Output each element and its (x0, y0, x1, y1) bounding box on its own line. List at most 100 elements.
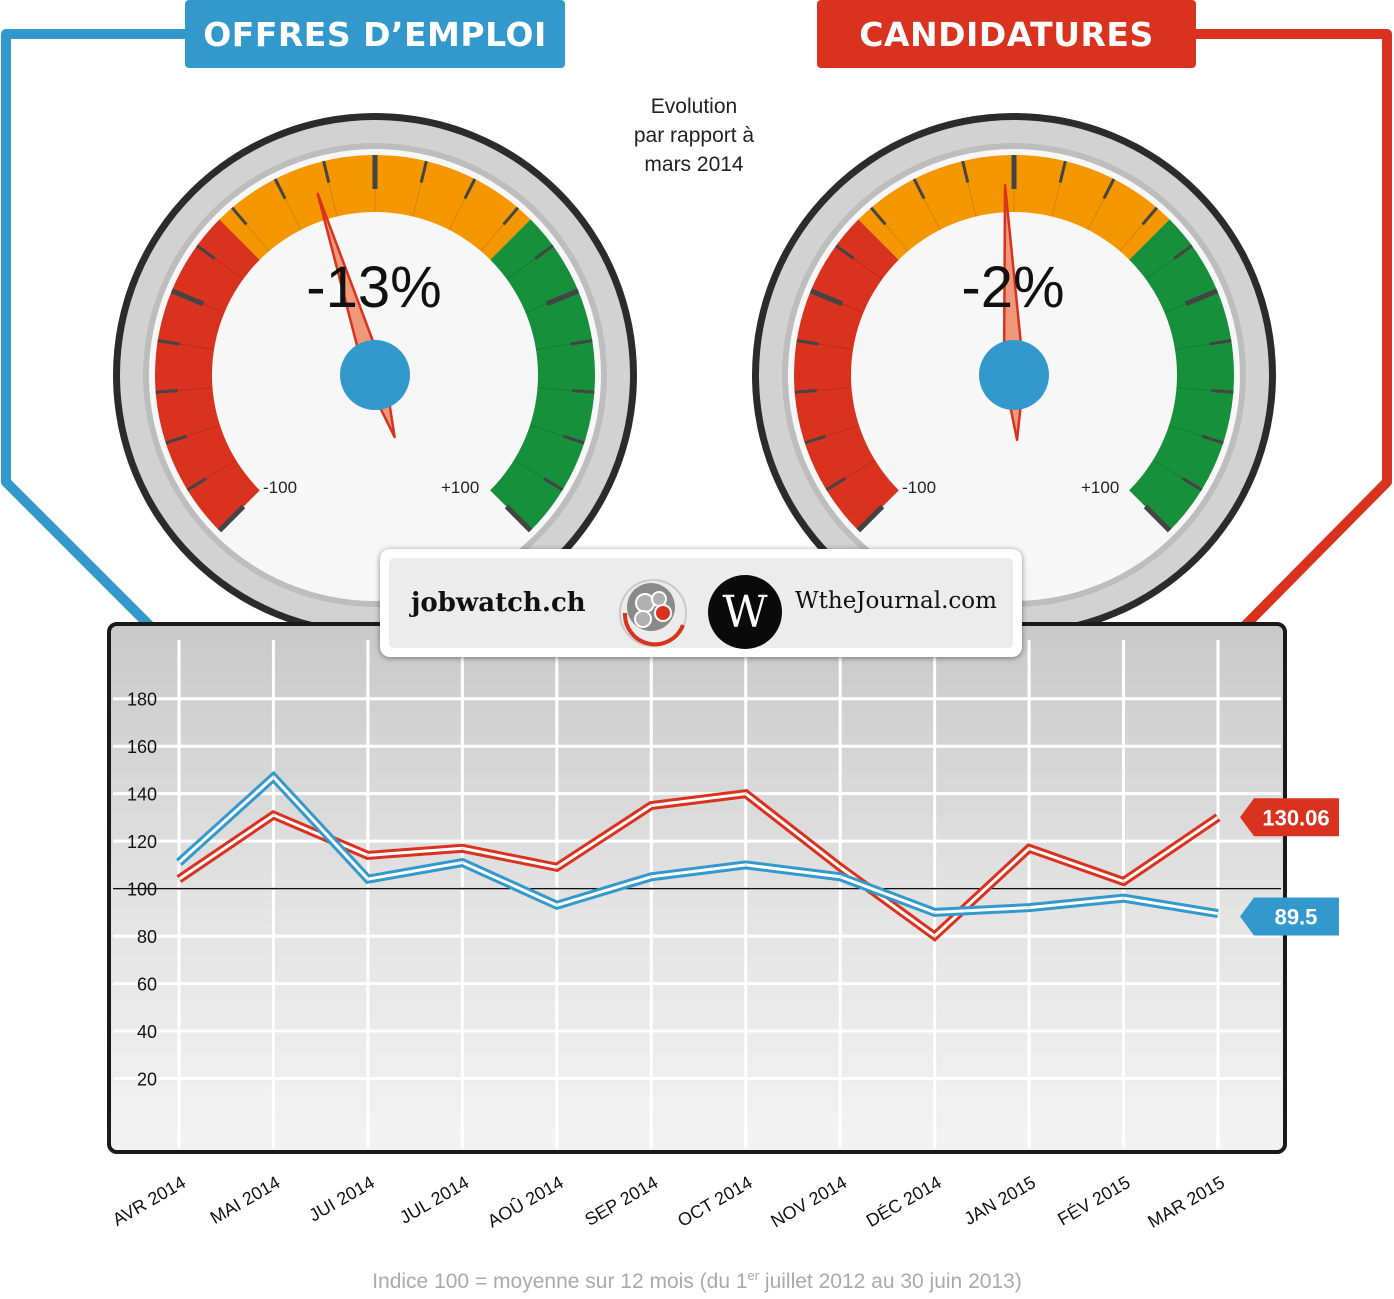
gauge-left-tick (322, 160, 331, 183)
data-point-candidatures (178, 878, 180, 880)
y-tick-label: 40 (137, 1022, 157, 1042)
gauge-left-tick (504, 504, 533, 533)
gauge-right-tick (1141, 206, 1159, 226)
gauge-right-tick (1211, 389, 1234, 394)
data-point-candidatures (1028, 847, 1030, 849)
y-tick-label: 80 (137, 927, 157, 947)
chart-series (175, 770, 1221, 942)
end-badge-candidatures-label: 130.06 (1262, 805, 1329, 830)
gauge-right-tick (1184, 288, 1219, 307)
gauge-right-tick (1173, 244, 1193, 260)
title-candidatures: CANDIDATURES (817, 0, 1196, 68)
gauge-left-tick (170, 288, 205, 307)
gauge-left-tick (502, 206, 520, 226)
gauge-right-tick (1102, 178, 1116, 200)
x-tick-label: OCT 2014 (674, 1172, 756, 1231)
logo-banner: jobwatch.ch W WtheJournal.com (380, 549, 1022, 657)
gauge-right-tick (809, 288, 844, 307)
gauge-right-orange-zone (858, 155, 1170, 260)
gauge-left-value: -13% (306, 255, 442, 320)
y-tick-label: 60 (137, 975, 157, 995)
gauge-left-tick (534, 244, 554, 260)
x-tick-label: MAI 2014 (207, 1172, 284, 1228)
x-tick-label: SEP 2014 (581, 1172, 661, 1230)
x-tick-label: JUL 2014 (396, 1172, 472, 1228)
series-line-offres-highlight (177, 774, 1219, 916)
y-tick-label: 120 (127, 832, 157, 852)
data-point-offres (839, 876, 841, 878)
gauge-left-tick (230, 206, 248, 226)
jobwatch-logo-icon (619, 579, 687, 647)
gauge-left-tick (419, 160, 428, 183)
footnote-superscript: er (747, 1268, 760, 1283)
data-point-offres (650, 876, 652, 878)
gauge-left-tick (217, 504, 246, 533)
y-tick-label: 100 (127, 880, 157, 900)
series-line-candidatures-highlight (178, 792, 1219, 939)
gauge-right-tick (1058, 160, 1067, 183)
end-badge-offres-label: 89.5 (1275, 905, 1318, 930)
gauge-right-hub (979, 340, 1049, 410)
y-tick-label: 180 (127, 690, 157, 710)
data-point-offres (178, 862, 180, 864)
gauge-left-orange-zone (219, 155, 531, 260)
x-tick-label: MAR 2015 (1144, 1172, 1228, 1232)
gauge-left-tick (562, 434, 585, 445)
end-badge-candidatures (1240, 798, 1339, 837)
gauge-subtitle: Evolution par rapport à mars 2014 (594, 92, 794, 179)
data-point-candidatures (650, 805, 652, 807)
logo-banner-inner: jobwatch.ch W WtheJournal.com (389, 558, 1013, 649)
data-point-offres (1217, 913, 1219, 915)
y-tick-label: 160 (127, 737, 157, 757)
gauge-right-min-label: -100 (902, 478, 937, 497)
gauge-left-tick (543, 477, 564, 492)
x-tick-label: AOÛ 2014 (484, 1171, 567, 1231)
gauge-left-tick (572, 389, 595, 394)
gauge-left-tick (545, 288, 580, 307)
x-tick-label: NOV 2014 (767, 1172, 850, 1231)
end-value-badges: 130.06 89.5 (1240, 798, 1339, 936)
data-point-candidatures (272, 814, 274, 816)
gauge-left-tick (196, 244, 216, 260)
gauge-right-tick (856, 504, 885, 533)
x-tick-label: JUI 2014 (306, 1172, 378, 1225)
footnote-text-before: Indice 100 = moyenne sur 12 mois (du 1 (372, 1270, 748, 1293)
data-point-candidatures (367, 854, 369, 856)
gauge-right-tick (825, 477, 846, 492)
data-point-candidatures (461, 847, 463, 849)
gauge-left-tick (463, 178, 477, 200)
subtitle-line-2: par rapport à (633, 124, 755, 147)
data-point-candidatures (745, 793, 747, 795)
data-point-candidatures (1217, 816, 1219, 818)
end-badge-offres (1240, 897, 1339, 936)
gauge-right-tick (1201, 434, 1224, 445)
x-tick-label: AVR 2014 (109, 1172, 189, 1230)
footnote-text-after: juillet 2012 au 30 juin 2013) (759, 1270, 1022, 1293)
gauge-right-tick (912, 178, 926, 200)
x-tick-label: JAN 2015 (961, 1172, 1039, 1229)
gauge-left-tick (273, 178, 287, 200)
y-tick-label: 140 (127, 785, 157, 805)
gauge-right-tick (1209, 339, 1232, 346)
gauge-left-tick (155, 389, 178, 394)
gauge-left-tick (186, 477, 207, 492)
wthejournal-logo-icon: W (708, 575, 782, 649)
data-point-candidatures (934, 935, 936, 937)
gauge-left-tick (570, 339, 593, 346)
y-tick-label: 20 (137, 1070, 157, 1090)
gauge-right-tick (794, 389, 817, 394)
gauge-left-tick (157, 339, 180, 346)
gauge-left-min-label: -100 (263, 478, 298, 497)
data-point-offres (367, 878, 369, 880)
gauge-right-tick (804, 434, 827, 445)
data-point-candidatures (839, 866, 841, 868)
wthejournal-logo-text: WtheJournal.com (795, 588, 997, 614)
data-point-offres (272, 776, 274, 778)
gauge-right-max-label: +100 (1081, 478, 1120, 497)
data-point-offres (1123, 897, 1125, 899)
y-axis-tick-labels: 20 40 60 80 100 120 140 160 180 (127, 690, 157, 1090)
subtitle-line-1: Evolution (650, 95, 738, 118)
data-point-candidatures (556, 866, 558, 868)
x-axis-tick-labels: AVR 2014 MAI 2014 JUI 2014 JUL 2014 AOÛ 2014… (109, 1171, 1228, 1232)
